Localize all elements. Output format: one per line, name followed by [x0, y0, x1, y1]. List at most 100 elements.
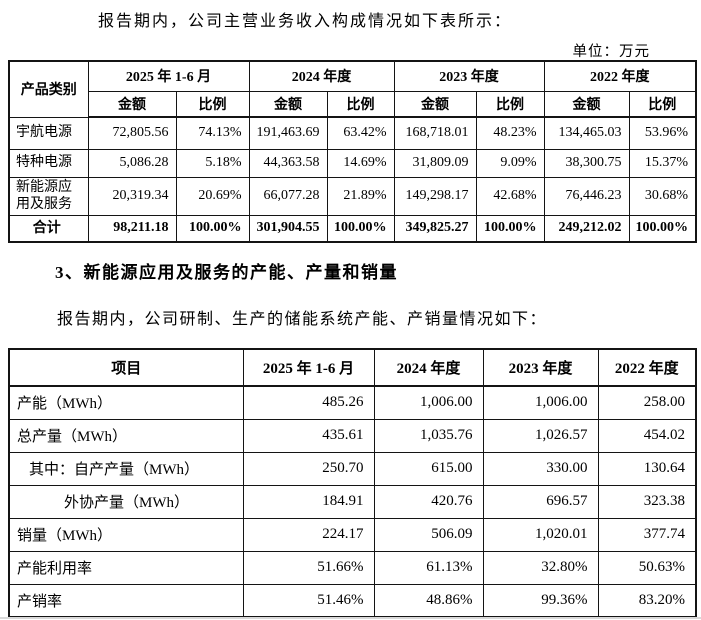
- ratio-cell: 100.00%: [475, 214, 545, 243]
- section-intro-paragraph: 报告期内，公司研制、生产的储能系统产能、产销量情况如下：: [57, 311, 548, 328]
- table-row: 总产量（MWh） 435.61 1,035.76 1,026.57 454.02: [8, 418, 697, 453]
- amount-cell: 149,298.17: [393, 176, 477, 216]
- value-cell: 224.17: [242, 517, 375, 552]
- value-cell: 377.74: [597, 517, 697, 552]
- value-cell: 1,006.00: [373, 385, 484, 420]
- amount-cell: 134,465.03: [543, 116, 630, 150]
- value-cell: 506.09: [373, 517, 484, 552]
- ratio-cell: 100.00%: [175, 214, 250, 243]
- ratio-cell: 9.09%: [475, 148, 545, 178]
- ratio-cell: 48.23%: [475, 116, 545, 150]
- row-label: 产能利用率: [8, 550, 244, 585]
- value-cell: 83.20%: [597, 583, 697, 618]
- ratio-cell: 5.18%: [175, 148, 250, 178]
- value-cell: 99.36%: [482, 583, 599, 618]
- amount-cell: 76,446.23: [543, 176, 630, 216]
- value-cell: 330.00: [482, 451, 599, 486]
- row-label: 新能源应用及服务: [8, 176, 89, 216]
- period-header-cell: 2022 年度: [543, 60, 697, 92]
- amount-cell: 191,463.69: [248, 116, 328, 150]
- value-cell: 1,006.00: [482, 385, 599, 420]
- row-label: 宇航电源: [8, 116, 89, 150]
- period-header-cell: 2024 年度: [373, 348, 484, 387]
- ratio-cell: 63.42%: [326, 116, 395, 150]
- amount-cell: 249,212.02: [543, 214, 630, 243]
- ratio-cell: 53.96%: [628, 116, 697, 150]
- ratio-header-cell: 比例: [326, 90, 395, 118]
- row-label: 外协产量（MWh）: [8, 484, 244, 519]
- value-cell: 1,026.57: [482, 418, 599, 453]
- ratio-cell: 15.37%: [628, 148, 697, 178]
- row-label: 合计: [8, 214, 89, 243]
- ratio-cell: 14.69%: [326, 148, 395, 178]
- ratio-header-cell: 比例: [628, 90, 697, 118]
- period-header-cell: 2025 年 1-6 月: [87, 60, 250, 92]
- value-cell: 258.00: [597, 385, 697, 420]
- table-row: 新能源应用及服务 20,319.34 20.69% 66,077.28 21.8…: [8, 176, 697, 216]
- value-cell: 32.80%: [482, 550, 599, 585]
- amount-cell: 301,904.55: [248, 214, 328, 243]
- value-cell: 130.64: [597, 451, 697, 486]
- amount-cell: 72,805.56: [87, 116, 177, 150]
- value-cell: 61.13%: [373, 550, 484, 585]
- ratio-cell: 100.00%: [628, 214, 697, 243]
- table-row: 产销率 51.46% 48.86% 99.36% 83.20%: [8, 583, 697, 618]
- table-row: 宇航电源 72,805.56 74.13% 191,463.69 63.42% …: [8, 116, 697, 150]
- row-label: 总产量（MWh）: [8, 418, 244, 453]
- value-cell: 696.57: [482, 484, 599, 519]
- amount-header-cell: 金额: [393, 90, 477, 118]
- value-cell: 420.76: [373, 484, 484, 519]
- row-label: 特种电源: [8, 148, 89, 178]
- value-cell: 435.61: [242, 418, 375, 453]
- row-label: 产能（MWh）: [8, 385, 244, 420]
- ratio-header-cell: 比例: [475, 90, 545, 118]
- amount-cell: 38,300.75: [543, 148, 630, 178]
- amount-cell: 44,363.58: [248, 148, 328, 178]
- capacity-output-sales-table: 项目 2025 年 1-6 月 2024 年度 2023 年度 2022 年度 …: [8, 348, 697, 618]
- intro-paragraph: 报告期内，公司主营业务收入构成情况如下表所示：: [98, 13, 513, 30]
- table-row: 特种电源 5,086.28 5.18% 44,363.58 14.69% 31,…: [8, 148, 697, 178]
- ratio-cell: 21.89%: [326, 176, 395, 216]
- corner-header-cell: 产品类别: [8, 60, 89, 118]
- ratio-cell: 20.69%: [175, 176, 250, 216]
- value-cell: 615.00: [373, 451, 484, 486]
- table-row: 销量（MWh） 224.17 506.09 1,020.01 377.74: [8, 517, 697, 552]
- table-subheader-row: 金额 比例 金额 比例 金额 比例 金额 比例: [9, 90, 697, 118]
- amount-header-cell: 金额: [543, 90, 630, 118]
- amount-cell: 66,077.28: [248, 176, 328, 216]
- section-heading: 3、新能源应用及服务的产能、产量和销量: [55, 263, 398, 282]
- table-row: 外协产量（MWh） 184.91 420.76 696.57 323.38: [8, 484, 697, 519]
- amount-cell: 5,086.28: [87, 148, 177, 178]
- table-row: 产能利用率 51.66% 61.13% 32.80% 50.63%: [8, 550, 697, 585]
- row-label: 销量（MWh）: [8, 517, 244, 552]
- value-cell: 323.38: [597, 484, 697, 519]
- ratio-cell: 100.00%: [326, 214, 395, 243]
- amount-cell: 349,825.27: [393, 214, 477, 243]
- page-bottom-edge: [0, 617, 701, 619]
- table-row: 产能（MWh） 485.26 1,006.00 1,006.00 258.00: [8, 385, 697, 420]
- value-cell: 184.91: [242, 484, 375, 519]
- ratio-header-cell: 比例: [175, 90, 250, 118]
- value-cell: 485.26: [242, 385, 375, 420]
- row-label: 产销率: [8, 583, 244, 618]
- value-cell: 454.02: [597, 418, 697, 453]
- table-header-row: 产品类别 2025 年 1-6 月 2024 年度 2023 年度 2022 年…: [8, 60, 697, 118]
- value-cell: 51.66%: [242, 550, 375, 585]
- value-cell: 1,035.76: [373, 418, 484, 453]
- value-cell: 1,020.01: [482, 517, 599, 552]
- value-cell: 48.86%: [373, 583, 484, 618]
- period-header-cell: 2024 年度: [248, 60, 395, 92]
- value-cell: 50.63%: [597, 550, 697, 585]
- amount-cell: 98,211.18: [87, 214, 177, 243]
- period-header-cell: 2023 年度: [393, 60, 545, 92]
- table-total-row: 合计 98,211.18 100.00% 301,904.55 100.00% …: [8, 214, 697, 243]
- row-label: 其中：自产产量（MWh）: [8, 451, 244, 486]
- amount-cell: 31,809.09: [393, 148, 477, 178]
- item-header-cell: 项目: [8, 348, 244, 387]
- ratio-cell: 74.13%: [175, 116, 250, 150]
- table-row: 其中：自产产量（MWh） 250.70 615.00 330.00 130.64: [8, 451, 697, 486]
- period-header-cell: 2023 年度: [482, 348, 599, 387]
- table-header-row: 项目 2025 年 1-6 月 2024 年度 2023 年度 2022 年度: [8, 348, 697, 387]
- value-cell: 51.46%: [242, 583, 375, 618]
